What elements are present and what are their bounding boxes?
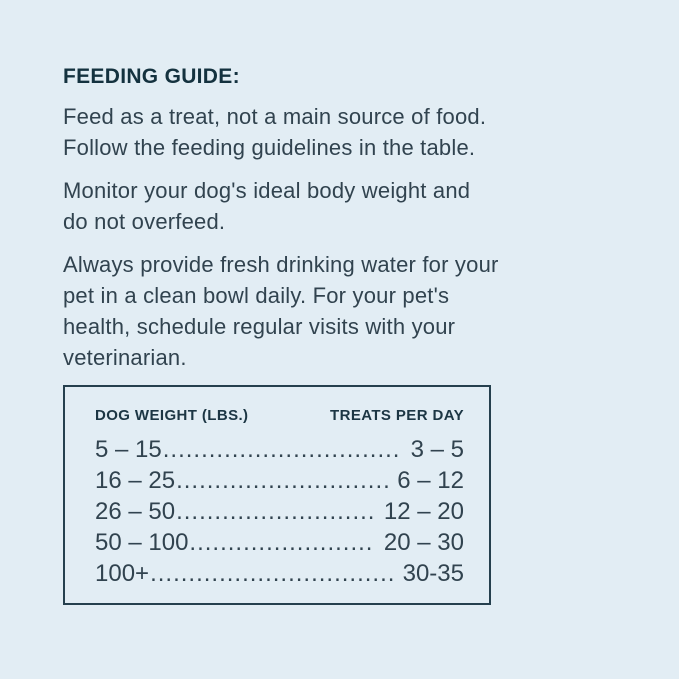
treats-per-day: 6 – 12 (397, 467, 464, 494)
paragraph-fresh-water: Always provide fresh drinking water for … (63, 252, 499, 370)
dot-leader (176, 496, 375, 527)
weight-range: 26 – 50 (95, 498, 176, 525)
feeding-table-header: DOG WEIGHT (LBS.) TREATS PER DAY (65, 387, 489, 432)
table-row: 50 – 100 20 – 30 (95, 527, 464, 558)
paragraph-treat-guidance: Feed as a treat, not a main source of fo… (63, 104, 487, 160)
table-row: 26 – 50 12 – 20 (95, 496, 464, 527)
paragraph-body-weight: Monitor your dog's ideal body weight and… (63, 178, 471, 234)
page-title: FEEDING GUIDE: (63, 65, 240, 88)
column-header-dog-weight: DOG WEIGHT (LBS.) (95, 407, 249, 424)
table-row: 100+ 30-35 (95, 558, 464, 589)
dot-leader (150, 558, 394, 589)
treats-per-day: 12 – 20 (383, 498, 464, 525)
table-row: 16 – 25 6 – 12 (95, 465, 464, 496)
feeding-table: DOG WEIGHT (LBS.) TREATS PER DAY 5 – 15 … (63, 385, 491, 605)
treats-per-day: 3 – 5 (410, 436, 464, 463)
weight-range: 50 – 100 (95, 529, 189, 556)
weight-range: 5 – 15 (95, 436, 162, 463)
treats-per-day: 30-35 (402, 560, 464, 587)
dot-leader (176, 465, 388, 496)
feeding-table-body: 5 – 15 3 – 5 16 – 25 6 – 12 26 – 50 12 –… (65, 432, 489, 603)
table-row: 5 – 15 3 – 5 (95, 434, 464, 465)
column-header-treats-per-day: TREATS PER DAY (330, 407, 464, 424)
weight-range: 100+ (95, 560, 150, 587)
treats-per-day: 20 – 30 (383, 529, 464, 556)
dot-leader (163, 434, 402, 465)
weight-range: 16 – 25 (95, 467, 176, 494)
page-content: FEEDING GUIDE: Feed as a treat, not a ma… (0, 0, 679, 605)
dot-leader (189, 527, 375, 558)
